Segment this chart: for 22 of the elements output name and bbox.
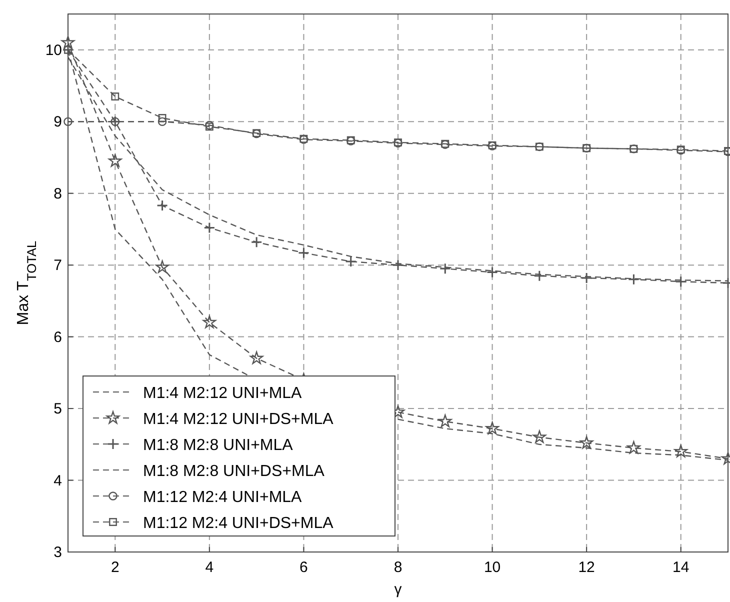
y-tick-label: 3 [54,544,62,561]
legend-label: M1:8 M2:8 UNI+DS+MLA [143,463,325,480]
y-tick-label: 7 [54,257,62,274]
x-tick-label: 2 [110,559,120,576]
legend-label: M1:4 M2:12 UNI+DS+MLA [143,411,334,428]
x-tick-label: 10 [484,559,501,576]
x-tick-label: 12 [578,559,595,576]
x-axis-title: γ [394,581,402,598]
x-tick-label: 4 [205,559,214,576]
legend-label: M1:12 M2:4 UNI+DS+MLA [143,515,334,532]
y-tick-label: 4 [54,472,62,490]
y-tick-label: 6 [54,328,62,346]
legend-label: M1:8 M2:8 UNI+MLA [143,437,294,454]
y-tick-label: 10 [45,42,62,59]
legend-label: M1:4 M2:12 UNI+MLA [143,385,302,402]
legend-label: M1:12 M2:4 UNI+MLA [143,489,302,506]
x-tick-label: 8 [394,559,402,576]
y-tick-label: 9 [54,114,62,131]
x-tick-label: 6 [300,559,308,576]
y-tick-label: 8 [54,185,62,202]
x-tick-label: 14 [672,559,690,576]
y-tick-label: 5 [54,400,62,418]
